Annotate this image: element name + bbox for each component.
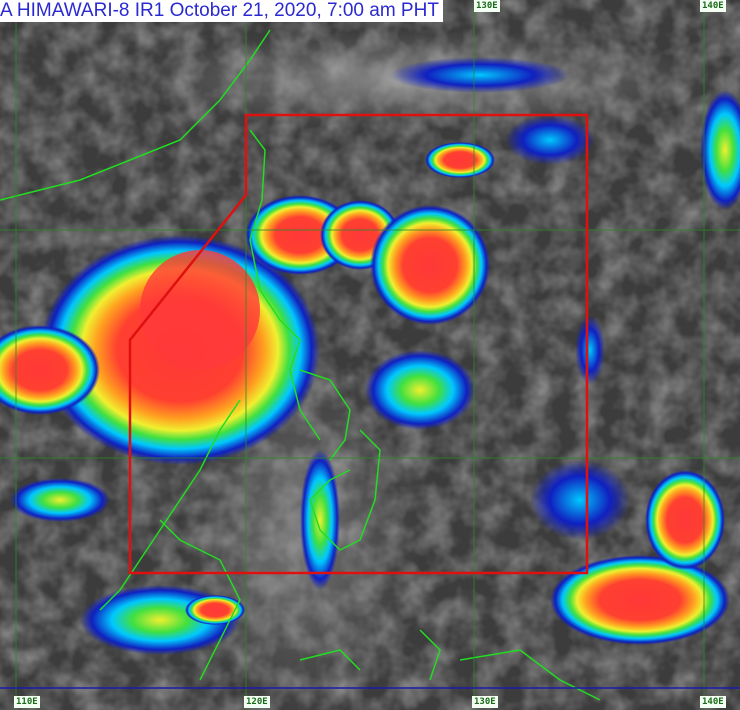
par-boundary — [128, 113, 589, 575]
lon-label-120e: 120E — [244, 696, 270, 708]
lon-label-110e: 110E — [14, 696, 40, 708]
lon-label-top-130e: 130E — [474, 0, 500, 12]
cloud-clusters — [0, 57, 740, 655]
coastlines — [0, 29, 601, 701]
lon-label-top-140e: 140E — [700, 0, 726, 12]
image-title: A HIMAWARI-8 IR1 October 21, 2020, 7:00 … — [0, 0, 443, 22]
lon-label-140e: 140E — [700, 696, 726, 708]
lon-label-130e: 130E — [472, 696, 498, 708]
